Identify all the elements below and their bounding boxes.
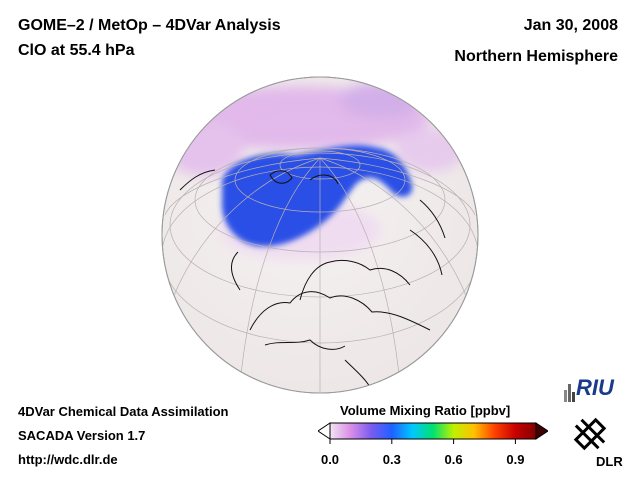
footer-line-2: SACADA Version 1.7 bbox=[18, 428, 146, 443]
colorbar-tick-label: 0.6 bbox=[444, 452, 463, 467]
colorbar bbox=[318, 422, 548, 444]
colorbar-tick-label: 0.0 bbox=[320, 452, 340, 467]
graticule bbox=[162, 147, 478, 393]
svg-text:DLR: DLR bbox=[596, 454, 623, 469]
map-region: Northern Hemisphere bbox=[454, 48, 618, 65]
map-subtitle: ClO at 55.4 hPa bbox=[18, 42, 135, 59]
footer-line-1: 4DVar Chemical Data Assimilation bbox=[18, 404, 229, 419]
map-title: GOME–2 / MetOp – 4DVar Analysis bbox=[18, 17, 281, 34]
colorbar-right-arrow bbox=[535, 422, 548, 440]
map-date: Jan 30, 2008 bbox=[523, 17, 618, 34]
colorbar-tick-label: 0.3 bbox=[382, 452, 401, 467]
coastlines bbox=[179, 169, 446, 391]
colorbar-title: Volume Mixing Ratio [ppbv] bbox=[340, 403, 511, 418]
dlr-logo: DLR bbox=[573, 417, 623, 469]
footer-url: http://wdc.dlr.de bbox=[18, 452, 118, 467]
colorbar-gradient bbox=[329, 422, 537, 440]
colorbar-tick-label: 0.9 bbox=[506, 452, 525, 467]
colorbar-left-arrow bbox=[318, 422, 331, 440]
svg-text:RIU: RIU bbox=[576, 375, 615, 400]
riu-logo: RIU bbox=[564, 375, 615, 402]
